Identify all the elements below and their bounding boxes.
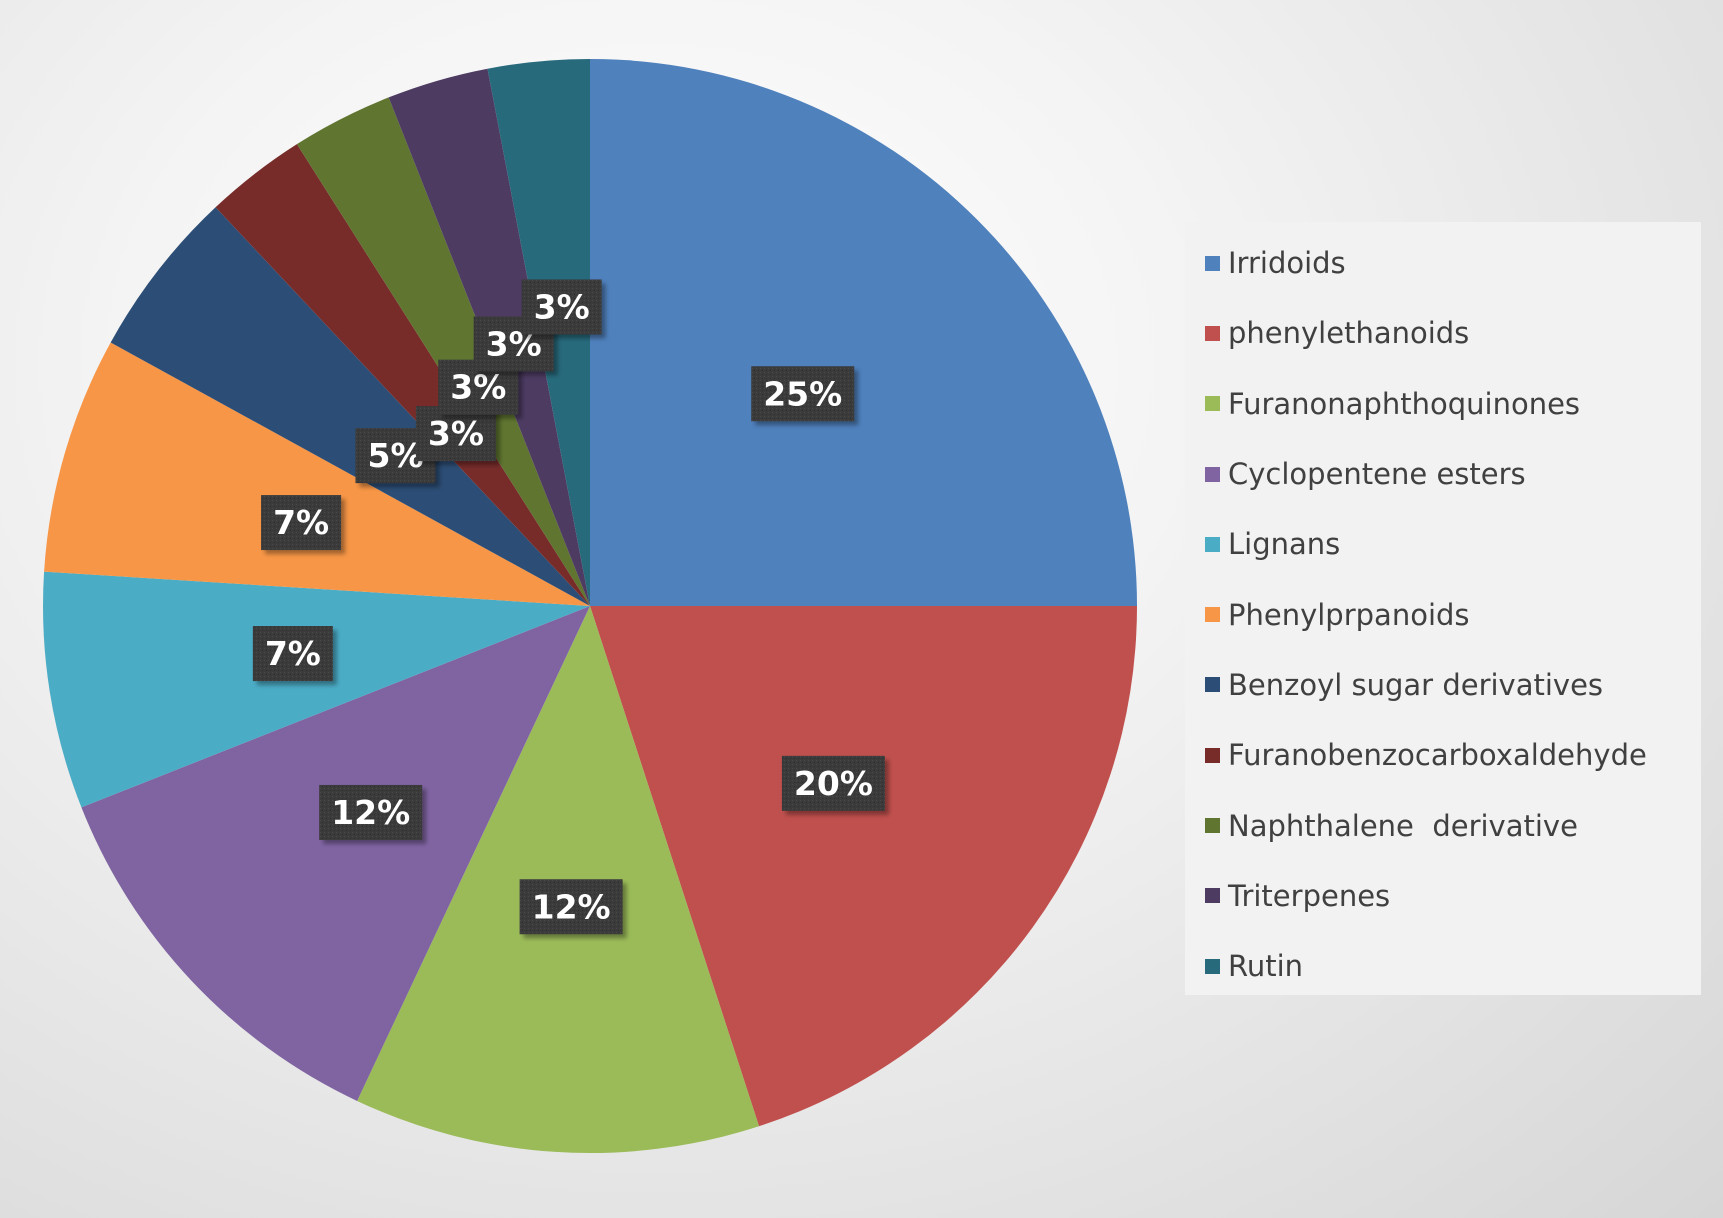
legend: Irridoids phenylethanoids Furanonaphthoqui… — [1185, 222, 1701, 995]
legend-swatch — [1205, 536, 1220, 552]
legend-label: Naphthalene derivative — [1228, 808, 1578, 843]
legend-item-phenylethanoids: phenylethanoids — [1205, 298, 1701, 368]
legend-label: Furanonaphthoquinones — [1228, 386, 1581, 421]
legend-swatch — [1205, 466, 1220, 482]
pie-slice-benzoyl-sugar-derivatives — [110, 207, 590, 607]
data-label-rutin: 3% — [521, 279, 602, 335]
legend-swatch — [1205, 607, 1220, 623]
legend-swatch — [1205, 677, 1220, 693]
data-label-box — [781, 755, 885, 811]
legend-label: Phenylprpanoids — [1228, 597, 1470, 632]
data-label-text: 12% — [532, 887, 611, 926]
data-label-text: 5% — [367, 436, 423, 475]
data-label-irridoids: 25% — [751, 366, 855, 422]
pie-slice-lignans — [43, 571, 591, 808]
data-label-box — [252, 626, 333, 682]
data-label-phenylprpanoids: 7% — [261, 495, 342, 551]
data-label-text: 25% — [763, 374, 842, 413]
legend-item-furanonaphthoquinones: Furanonaphthoquinones — [1205, 369, 1701, 439]
pie-slice-phenylethanoids — [590, 606, 1137, 1127]
data-label-text: 20% — [794, 764, 873, 803]
legend-item-naphthalene-derivative: Naphthalene derivative — [1205, 790, 1701, 860]
data-label-text: 12% — [331, 793, 410, 832]
legend-label: Rutin — [1228, 949, 1304, 984]
legend-label: Benzoyl sugar derivatives — [1228, 667, 1604, 702]
legend-item-phenylprpanoids: Phenylprpanoids — [1205, 579, 1701, 649]
pie-slice-cyclopentene-esters — [81, 606, 590, 1101]
data-label-box — [519, 879, 623, 935]
legend-label: Furanobenzocarboxaldehyde — [1228, 738, 1647, 773]
data-label-furanobenzocarboxaldehyde: 3% — [415, 406, 496, 462]
legend-item-rutin: Rutin — [1205, 931, 1701, 1001]
legend-label: Irridoids — [1228, 246, 1346, 281]
legend-label: Cyclopentene esters — [1228, 457, 1526, 492]
legend-swatch — [1205, 396, 1220, 412]
pie-slice-irridoids — [590, 59, 1137, 606]
data-label-cyclopentene-esters: 12% — [319, 784, 423, 840]
data-label-lignans: 7% — [252, 626, 333, 682]
legend-item-cyclopentene-esters: Cyclopentene esters — [1205, 439, 1701, 509]
legend-item-lignans: Lignans — [1205, 509, 1701, 579]
data-label-phenylethanoids: 20% — [781, 755, 885, 811]
data-label-text: 7% — [273, 503, 329, 542]
legend-item-benzoyl-sugar-derivatives: Benzoyl sugar derivatives — [1205, 650, 1701, 720]
legend-swatch — [1205, 958, 1220, 974]
data-label-text: 3% — [428, 414, 484, 453]
legend-swatch — [1205, 325, 1220, 341]
legend-item-furanobenzocarboxaldehyde: Furanobenzocarboxaldehyde — [1205, 720, 1701, 790]
data-label-box — [319, 784, 423, 840]
data-label-box — [261, 495, 342, 551]
data-label-box — [415, 406, 496, 462]
data-label-text: 3% — [450, 368, 506, 407]
pie-slice-furanobenzocarboxaldehyde — [215, 144, 590, 606]
legend-swatch — [1205, 255, 1220, 271]
legend-label: Triterpenes — [1228, 878, 1391, 913]
legend-label: phenylethanoids — [1228, 316, 1470, 351]
legend-swatch — [1205, 888, 1220, 904]
data-label-text: 7% — [265, 634, 321, 673]
data-label-furanonaphthoquinones: 12% — [519, 879, 623, 935]
pie-slice-phenylprpanoids — [44, 342, 590, 606]
data-label-box — [751, 366, 855, 422]
data-label-box — [521, 279, 602, 335]
data-label-text: 3% — [534, 287, 590, 326]
legend-label: Lignans — [1228, 527, 1341, 562]
legend-swatch — [1205, 818, 1220, 834]
legend-item-triterpenes: Triterpenes — [1205, 861, 1701, 931]
legend-swatch — [1205, 747, 1220, 763]
pie-slice-naphthalene-derivative — [296, 97, 590, 606]
legend-item-irridoids: Irridoids — [1205, 228, 1701, 298]
